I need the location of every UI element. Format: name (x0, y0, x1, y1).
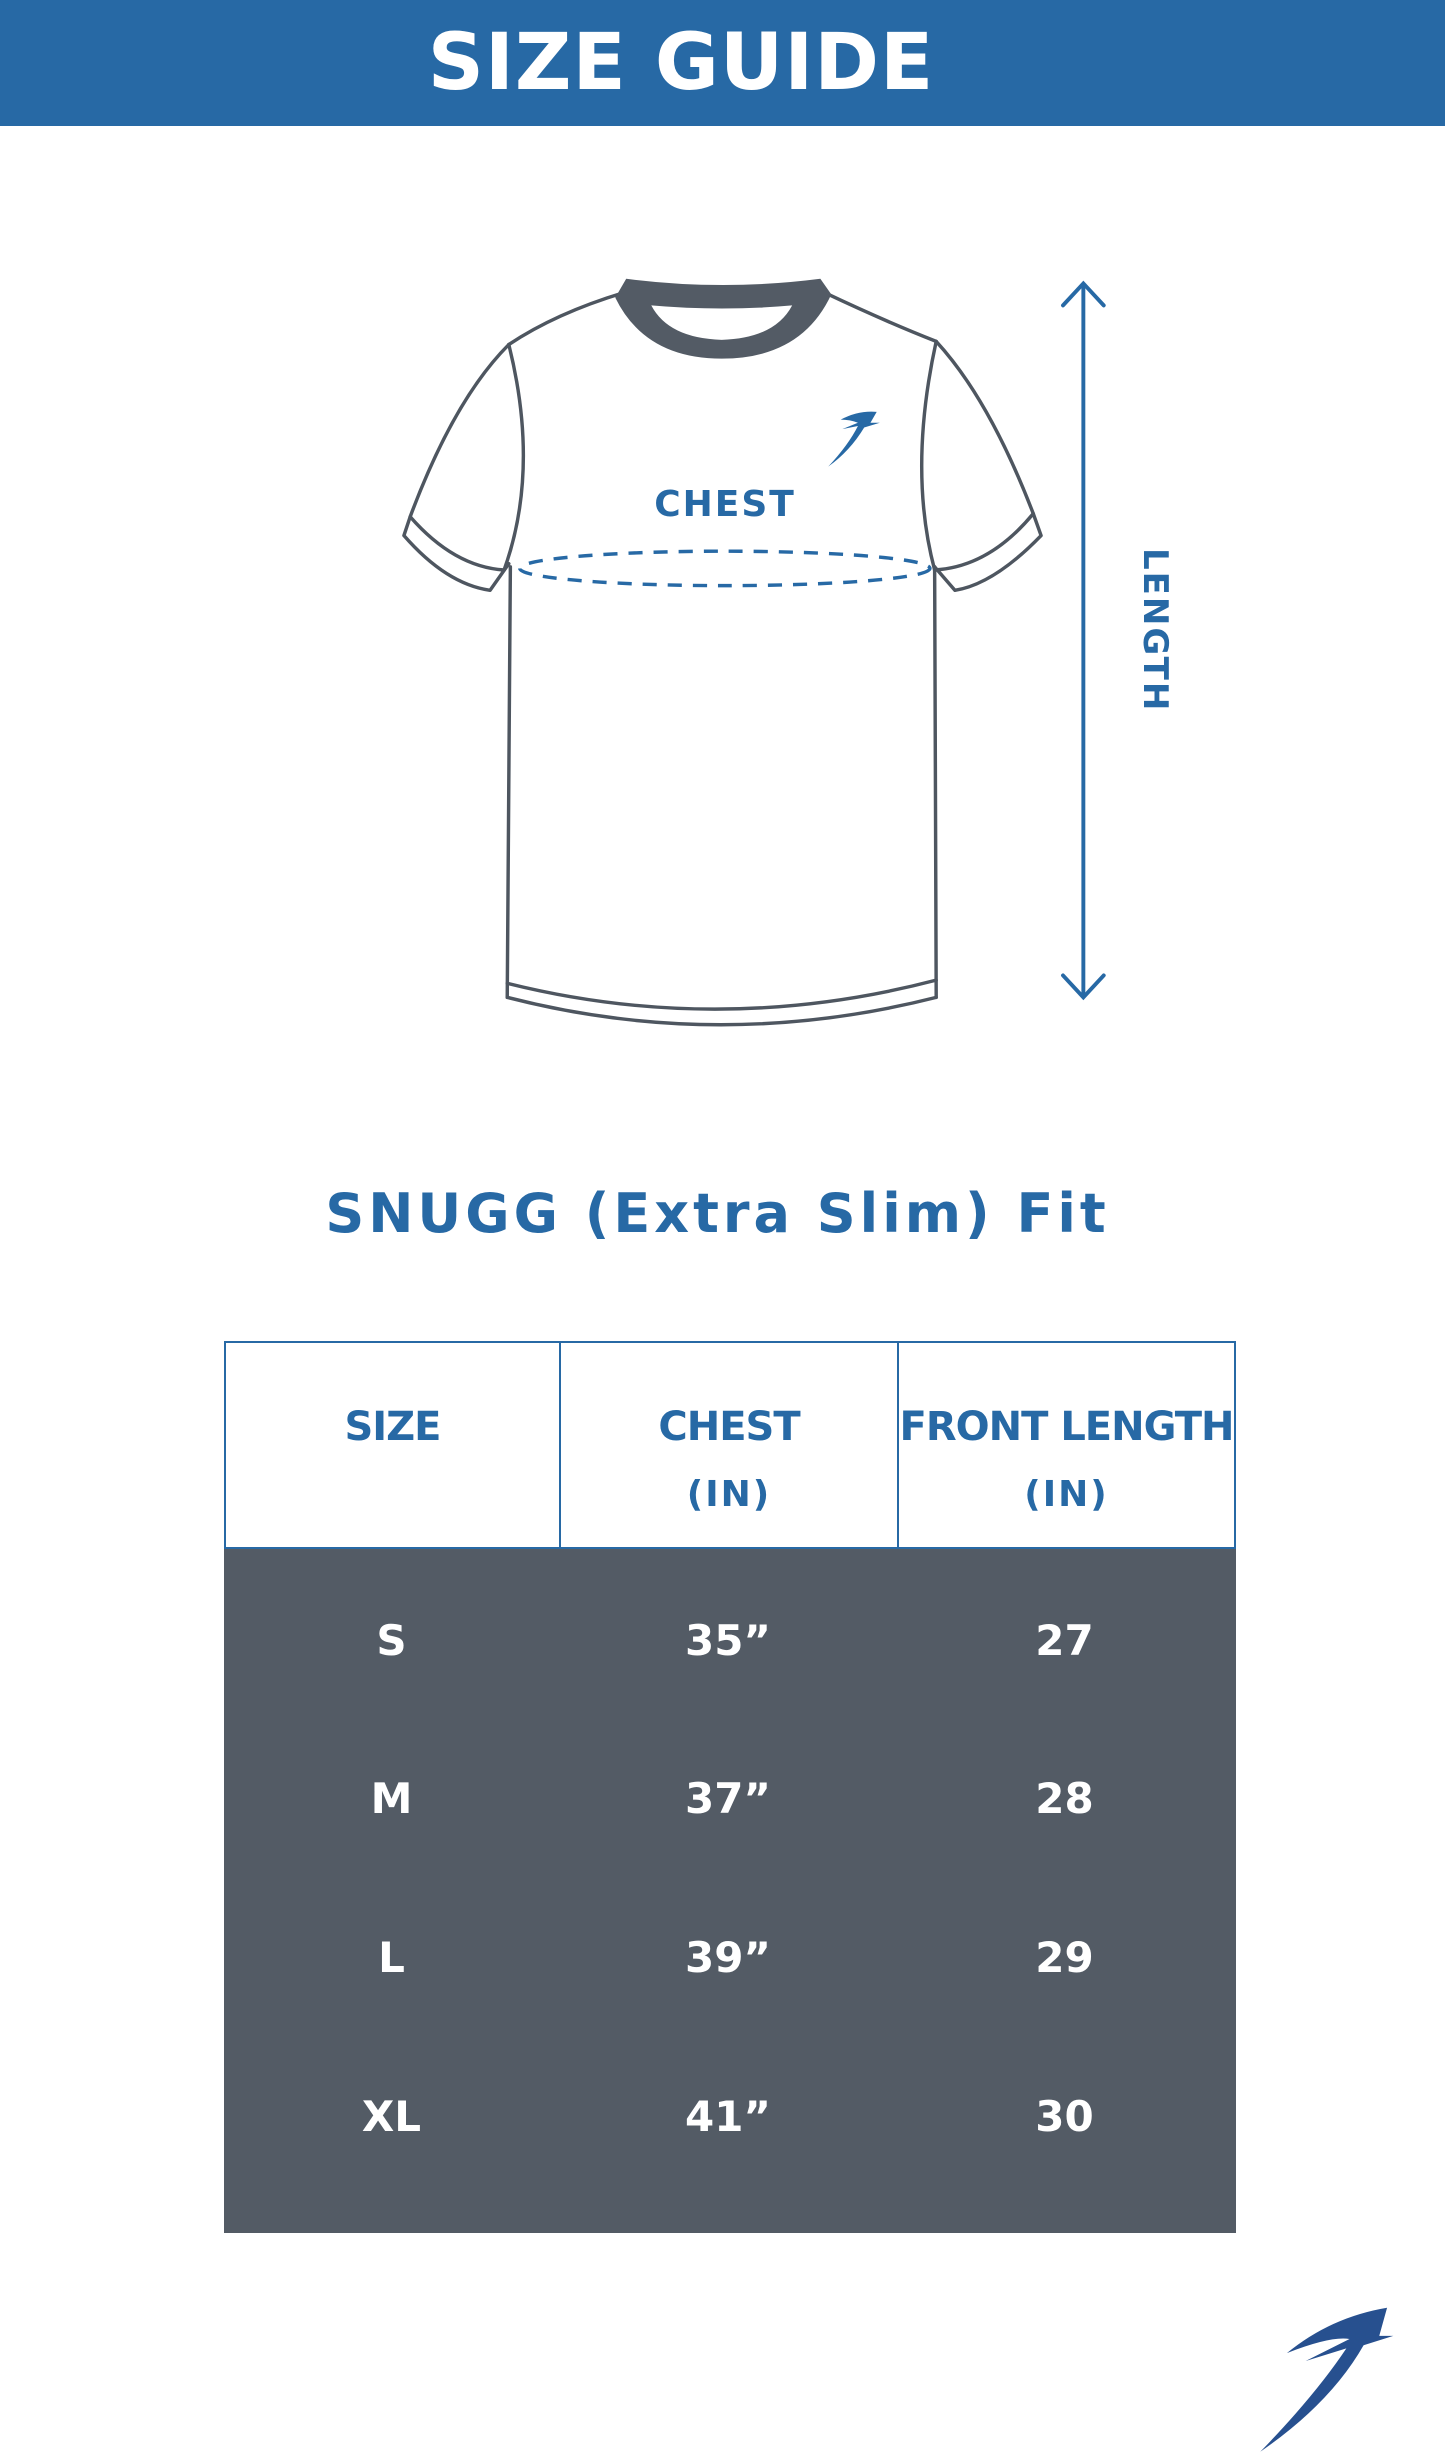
header-banner: SIZE GUIDE (0, 0, 1445, 126)
column-header-chest: CHEST (IN) (561, 1343, 899, 1547)
tshirt-outline (402, 291, 1043, 1027)
cell-front-length: 28 (1035, 1774, 1094, 1823)
header-label: CHEST (658, 1404, 800, 1450)
cell-size: L (378, 1933, 405, 1982)
cell-chest: 37” (684, 1774, 772, 1823)
cell-chest: 41” (684, 2092, 772, 2141)
table-row: L 39” 29 (224, 1918, 1236, 1998)
cell-size: S (376, 1616, 407, 1665)
length-arrow (1061, 280, 1106, 1001)
table-row: M 37” 28 (224, 1759, 1236, 1839)
cell-front-length: 27 (1035, 1616, 1094, 1665)
collar-inner (651, 305, 793, 340)
table-row: S 35” 27 (224, 1601, 1236, 1681)
chest-measure-line (518, 549, 932, 588)
cell-front-length: 30 (1035, 2092, 1094, 2141)
length-label: LENGTH (1135, 548, 1175, 713)
size-table: SIZE CHEST (IN) FRONT LENGTH (IN) S 35” 27… (224, 1341, 1236, 2233)
table-body: S 35” 27 M 37” 28 L 39” 29 XL 41” 30 (224, 1549, 1236, 2233)
cell-size: M (370, 1774, 413, 1823)
header-unit: (IN) (686, 1474, 772, 1515)
column-header-size: SIZE (226, 1343, 561, 1547)
brand-logo-icon (1260, 2307, 1394, 2452)
cell-chest: 39” (684, 1933, 772, 1982)
cell-chest: 35” (684, 1616, 772, 1665)
page-title: SIZE GUIDE (427, 18, 935, 108)
header-label: SIZE (344, 1404, 441, 1450)
fit-title: SNUGG (Extra Slim) Fit (325, 1182, 1110, 1245)
cell-front-length: 29 (1035, 1933, 1094, 1982)
chest-label: CHEST (654, 484, 796, 525)
table-row: XL 41” 30 (224, 2077, 1236, 2157)
column-header-front-length: FRONT LENGTH (IN) (899, 1343, 1235, 1547)
cell-size: XL (361, 2092, 422, 2141)
header-unit: (IN) (1024, 1474, 1109, 1515)
logo-small-icon (828, 411, 880, 467)
table-header: SIZE CHEST (IN) FRONT LENGTH (IN) (224, 1341, 1236, 1549)
header-label: FRONT LENGTH (899, 1404, 1235, 1450)
